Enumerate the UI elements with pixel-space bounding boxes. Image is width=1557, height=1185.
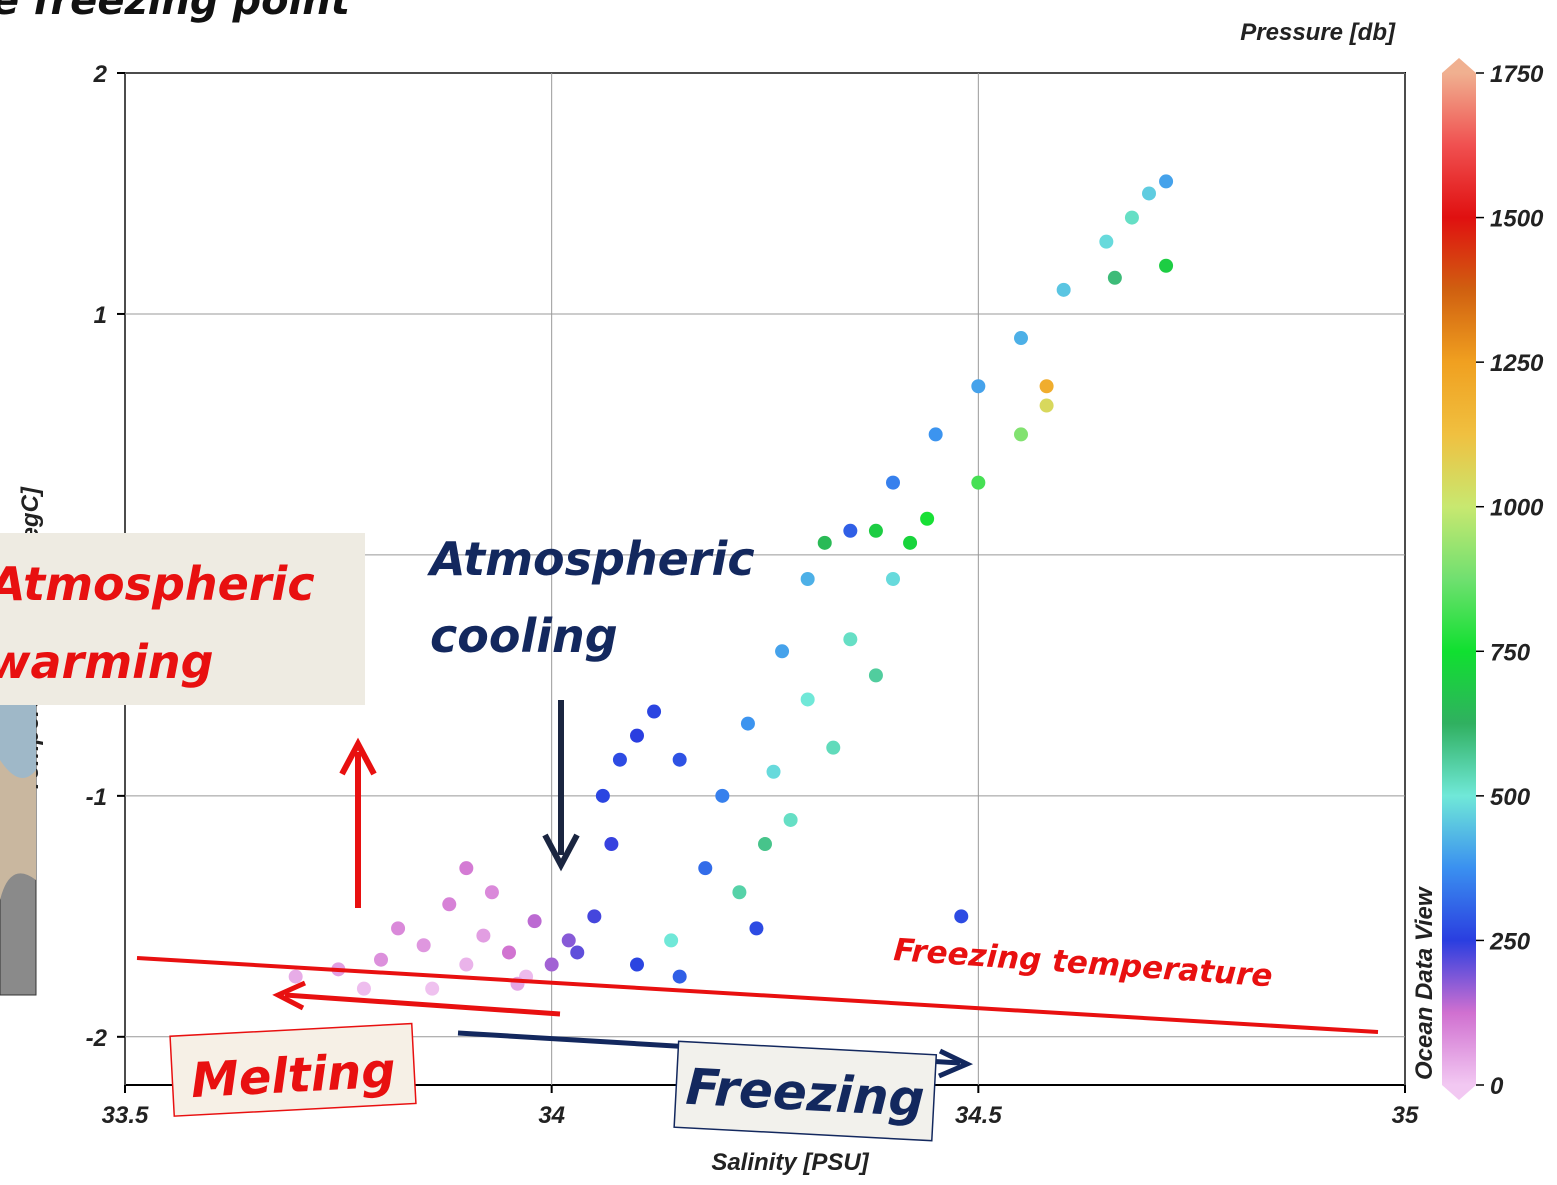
point [818, 536, 832, 550]
point [476, 929, 490, 943]
point [1057, 283, 1071, 297]
page: {"chart_data": { "type": "scatter", "tit… [0, 0, 1557, 1185]
colorbar-tick-label: 1500 [1490, 206, 1544, 233]
chart: e freezing point -2-1012 Salinity [PSU] … [0, 0, 1557, 1185]
point [664, 933, 678, 947]
point [971, 379, 985, 393]
colorbar-tick-label: 1000 [1490, 495, 1544, 522]
point [869, 668, 883, 682]
point [587, 909, 601, 923]
point [801, 692, 815, 706]
point [886, 476, 900, 490]
point [545, 958, 559, 972]
x-tick-label: 34.5 [955, 1102, 1002, 1129]
annotation: Atmospheric [0, 557, 315, 611]
point [1108, 271, 1122, 285]
watermark: Ocean Data View [1411, 886, 1438, 1080]
point [971, 476, 985, 490]
y-tick-label: -1 [86, 784, 107, 811]
point [732, 885, 746, 899]
point [630, 729, 644, 743]
point [604, 837, 618, 851]
point [1014, 331, 1028, 345]
x-tick-label: 34 [538, 1102, 565, 1129]
x-tick-label: 33.5 [102, 1102, 149, 1129]
point [1099, 235, 1113, 249]
point [425, 982, 439, 996]
point [673, 970, 687, 984]
point [374, 953, 388, 967]
annotation: Freezing temperature [892, 932, 1273, 994]
point [920, 512, 934, 526]
point [613, 753, 627, 767]
arrow [285, 995, 560, 1014]
point [485, 885, 499, 899]
point [1040, 379, 1054, 393]
colorbar-tick-label: 500 [1490, 784, 1531, 811]
point [459, 861, 473, 875]
point [528, 914, 542, 928]
point [570, 945, 584, 959]
colorbar [1442, 73, 1476, 1085]
point [869, 524, 883, 538]
point [459, 958, 473, 972]
x-axis-label: Salinity [PSU] [711, 1149, 869, 1176]
chart-title: e freezing point [0, 0, 352, 24]
point [886, 572, 900, 586]
point [715, 789, 729, 803]
point [502, 945, 516, 959]
annotation: Melting [190, 1043, 397, 1110]
colorbar-tick-label: 1250 [1490, 350, 1544, 377]
point [1125, 211, 1139, 225]
colorbar-label: Pressure [db] [1240, 19, 1396, 46]
point [767, 765, 781, 779]
point [1040, 399, 1054, 413]
point [826, 741, 840, 755]
point [1014, 427, 1028, 441]
point [843, 632, 857, 646]
point [1159, 259, 1173, 273]
x-tick-label: 35 [1392, 1102, 1419, 1129]
y-tick-label: -2 [86, 1025, 108, 1052]
point [289, 970, 303, 984]
annotation: Atmospheric [427, 532, 755, 586]
point [784, 813, 798, 827]
colorbar-tick-label: 1750 [1490, 61, 1544, 88]
point [749, 921, 763, 935]
colorbar-tick-label: 750 [1490, 639, 1531, 666]
point [630, 958, 644, 972]
point [758, 837, 772, 851]
point [1142, 186, 1156, 200]
point [741, 717, 755, 731]
point [596, 789, 610, 803]
point [1159, 174, 1173, 188]
point [954, 909, 968, 923]
y-tick-label: 1 [94, 302, 107, 329]
colorbar-tick-label: 0 [1490, 1073, 1504, 1100]
inset-map [0, 705, 36, 995]
colorbar-tick-label: 250 [1489, 928, 1531, 955]
point [775, 644, 789, 658]
point [929, 427, 943, 441]
colorbar-cap [1442, 58, 1476, 73]
point [391, 921, 405, 935]
y-tick-label: 2 [93, 61, 108, 88]
point [647, 705, 661, 719]
annotation: cooling [430, 609, 618, 663]
colorbar-cap [1442, 1085, 1476, 1100]
point [562, 933, 576, 947]
annotation: warming [0, 635, 214, 689]
point [357, 982, 371, 996]
point [442, 897, 456, 911]
point [843, 524, 857, 538]
point [698, 861, 712, 875]
point [903, 536, 917, 550]
point [801, 572, 815, 586]
point [673, 753, 687, 767]
point [417, 938, 431, 952]
